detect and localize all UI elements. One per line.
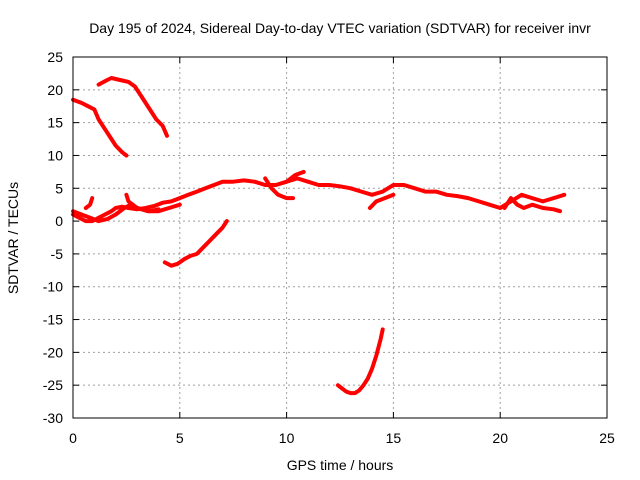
x-tick-labels: 0 5 10 15 20 25 — [69, 430, 615, 446]
x-axis-label: GPS time / hours — [287, 457, 394, 473]
series-arc-6 — [83, 196, 95, 210]
y-tick-label: -10 — [43, 279, 63, 295]
y-tick-label: -25 — [43, 377, 63, 393]
series-arc-1 — [71, 97, 129, 158]
y-axis-label: SDTVAR / TECUs — [5, 182, 21, 294]
x-tick-label: 20 — [492, 430, 508, 446]
data-series — [71, 76, 567, 396]
y-tick-label: 20 — [47, 82, 63, 98]
y-tick-label: -15 — [43, 312, 63, 328]
chart-title: Day 195 of 2024, Sidereal Day-to-day VTE… — [89, 20, 591, 36]
series-arc-2 — [96, 76, 169, 138]
series-arc-8 — [284, 169, 306, 184]
series-arc-10 — [502, 196, 562, 214]
series-arc-11 — [162, 219, 229, 268]
x-tick-label: 15 — [386, 430, 402, 446]
y-tick-label: -20 — [43, 344, 63, 360]
plot-frame — [72, 56, 608, 419]
axis-ticks — [72, 56, 608, 419]
y-tick-label: 25 — [47, 49, 63, 65]
series-arc-7 — [263, 176, 295, 201]
y-tick-label: -5 — [51, 246, 64, 262]
x-tick-label: 10 — [279, 430, 295, 446]
y-tick-label: -30 — [43, 410, 63, 426]
y-tick-label: 15 — [47, 115, 63, 131]
y-tick-labels: -30 -25 -20 -15 -10 -5 0 5 10 15 20 25 — [43, 49, 63, 426]
series-arc-12 — [335, 327, 385, 396]
x-tick-label: 0 — [69, 430, 77, 446]
x-tick-label: 5 — [176, 430, 184, 446]
x-tick-label: 25 — [599, 430, 615, 446]
y-tick-label: 5 — [55, 180, 63, 196]
y-tick-label: 0 — [55, 213, 63, 229]
series-arc-5 — [124, 192, 161, 214]
series-arc-9 — [367, 192, 396, 210]
y-tick-label: 10 — [47, 147, 63, 163]
